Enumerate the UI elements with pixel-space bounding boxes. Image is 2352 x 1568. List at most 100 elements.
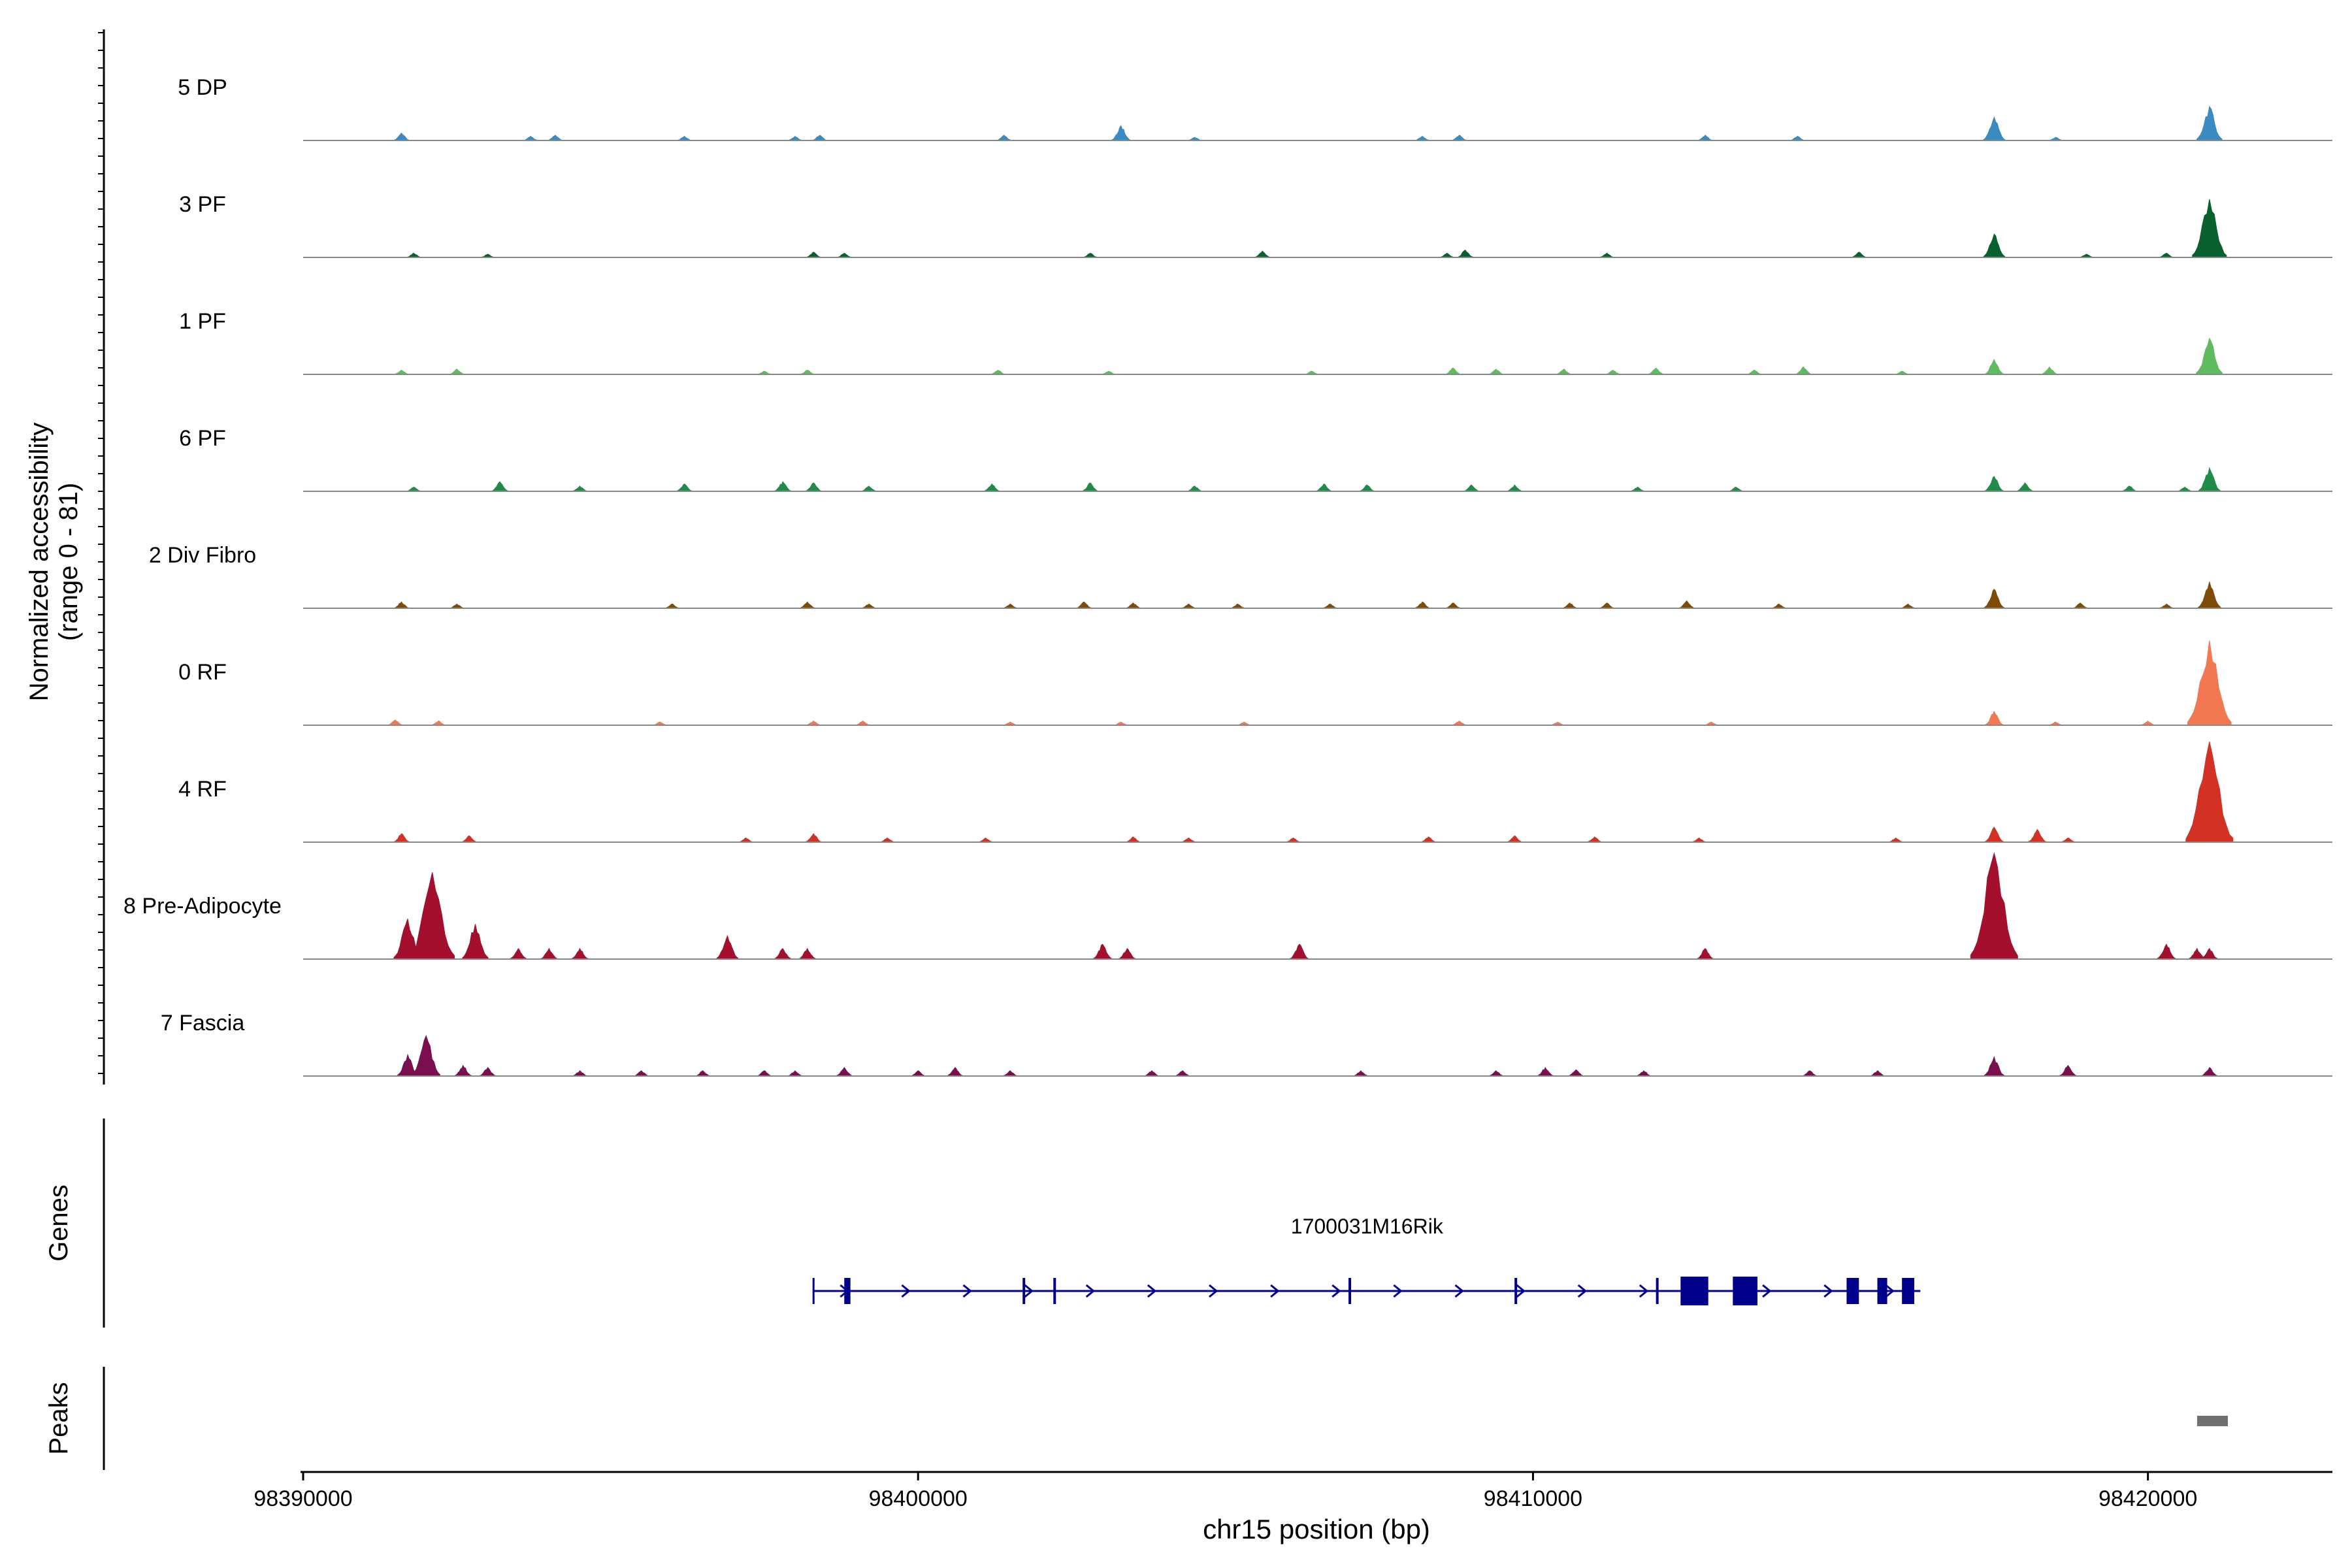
coverage-peak — [1076, 601, 1092, 609]
coverage-peak — [806, 252, 822, 258]
coverage-peak — [1697, 135, 1713, 141]
coverage-peak — [462, 924, 489, 960]
coverage-peak — [1254, 250, 1271, 258]
coverage-peak — [1290, 943, 1309, 960]
coverage-peak — [1457, 250, 1474, 258]
strand-arrow-icon — [1331, 1284, 1341, 1298]
coverage-peak — [798, 947, 817, 960]
coverage-peak — [1984, 710, 2004, 726]
coverage-peak — [1125, 602, 1141, 609]
coverage-peak — [836, 1067, 853, 1077]
coverage-peak — [1983, 233, 2006, 258]
coverage-peak — [910, 1070, 926, 1077]
coverage-peak — [1488, 368, 1504, 375]
strand-arrow-icon — [1209, 1284, 1218, 1298]
coverage-peak — [633, 1070, 649, 1077]
gene-exon — [1348, 1278, 1352, 1304]
coverage-peak — [1445, 602, 1462, 609]
genes-panel-label: Genes — [44, 1184, 73, 1262]
coverage-peak — [540, 947, 558, 960]
coverage-peak — [1174, 1070, 1190, 1077]
peaks-panel: Peaks — [44, 1367, 2228, 1470]
track-label: 4 RF — [178, 777, 227, 802]
coverage-peak — [1463, 484, 1480, 492]
track-4-rf: 4 RF — [178, 741, 2332, 843]
track-8-pre-adipocyte: 8 Pre-Adipocyte — [123, 852, 2332, 960]
coverage-peak — [774, 481, 792, 492]
coverage-peak — [2185, 741, 2234, 843]
gene-name-label: 1700031M16Rik — [1291, 1215, 1444, 1238]
x-axis-tick-label: 98420000 — [2099, 1486, 2197, 1511]
gene-exon — [844, 1278, 851, 1304]
coverage-peak — [996, 135, 1013, 141]
y-axis-label-line1: Normalized accessibility — [25, 423, 54, 702]
track-6-pf: 6 PF — [179, 426, 2332, 492]
coverage-peak — [572, 1070, 588, 1077]
coverage-peak — [774, 948, 792, 960]
coverage-peak — [1567, 1069, 1584, 1077]
x-axis-tick-label: 98400000 — [869, 1486, 968, 1511]
coverage-peak — [1869, 1070, 1886, 1077]
coverage-peak — [2198, 466, 2221, 492]
track-0-rf: 0 RF — [178, 640, 2332, 726]
track-label: 2 Div Fibro — [149, 543, 256, 568]
coverage-peak — [1186, 485, 1203, 492]
strand-arrow-icon — [1085, 1284, 1096, 1298]
coverage-peak — [1648, 367, 1664, 375]
coverage-peak — [412, 1034, 440, 1077]
coverage-peak — [2016, 482, 2034, 492]
coverage-peak — [454, 1064, 472, 1077]
x-axis-tick-label: 98390000 — [253, 1486, 352, 1511]
coverage-y-axis — [98, 29, 105, 1085]
track-label: 3 PF — [179, 192, 226, 217]
track-3-pf: 3 PF — [179, 192, 2332, 258]
coverage-peak — [811, 135, 828, 141]
coverage-peak — [1092, 943, 1113, 960]
coverage-peak — [1445, 367, 1462, 375]
gene-exon — [1656, 1278, 1659, 1304]
coverage-peak — [393, 132, 410, 141]
coverage-peak — [461, 835, 478, 843]
coverage-peak — [1696, 948, 1714, 960]
track-1-pf: 1 PF — [179, 309, 2332, 375]
coverage-peak — [1125, 836, 1141, 843]
coverage-peak — [2200, 947, 2219, 960]
coverage-peak — [1984, 476, 2004, 492]
coverage-peak — [756, 1070, 772, 1077]
coverage-peak — [449, 368, 465, 375]
strand-arrow-icon — [1885, 1284, 1895, 1298]
coverage-peak — [1984, 359, 2004, 375]
coverage-peak — [946, 1067, 964, 1077]
track-label: 0 RF — [178, 660, 227, 685]
coverage-peak — [860, 485, 877, 492]
peak-region-bar — [2197, 1416, 2228, 1426]
coverage-peak — [547, 135, 563, 141]
coverage-peak — [2196, 337, 2223, 375]
gene-exon — [1680, 1277, 1708, 1305]
gene-model: 1700031M16Rik — [812, 1215, 1921, 1305]
coverage-peak — [1984, 826, 2004, 843]
coverage-peak — [2192, 199, 2227, 258]
coverage-peak — [410, 872, 455, 960]
genes-panel: Genes 1700031M16Rik — [44, 1119, 1921, 1328]
coverage-peak — [983, 483, 1000, 492]
coverage-peak — [1315, 483, 1333, 492]
coverage-peak — [805, 482, 823, 492]
strand-arrow-icon — [1823, 1284, 1833, 1298]
gene-exon — [1733, 1277, 1757, 1305]
gene-exon — [1514, 1278, 1518, 1304]
x-axis-tick-label: 98410000 — [1484, 1486, 1582, 1511]
accessibility-tracks: 5 DP 3 PF 1 PF 6 PF 2 Div Fibro 0 RF 4 RF 8 Pre… — [123, 75, 2332, 1077]
coverage-peak — [1599, 602, 1615, 609]
coverage-peak — [1488, 1070, 1504, 1077]
coverage-peak — [1414, 601, 1431, 609]
coverage-peak — [2028, 828, 2047, 843]
coverage-peak — [1970, 852, 2018, 960]
strand-arrow-icon — [1270, 1284, 1280, 1298]
coverage-peak — [393, 833, 410, 843]
coverage-peak — [1002, 1070, 1019, 1077]
strand-arrow-icon — [1762, 1284, 1772, 1298]
coverage-peak — [1678, 600, 1695, 609]
strand-arrow-icon — [1147, 1284, 1157, 1298]
